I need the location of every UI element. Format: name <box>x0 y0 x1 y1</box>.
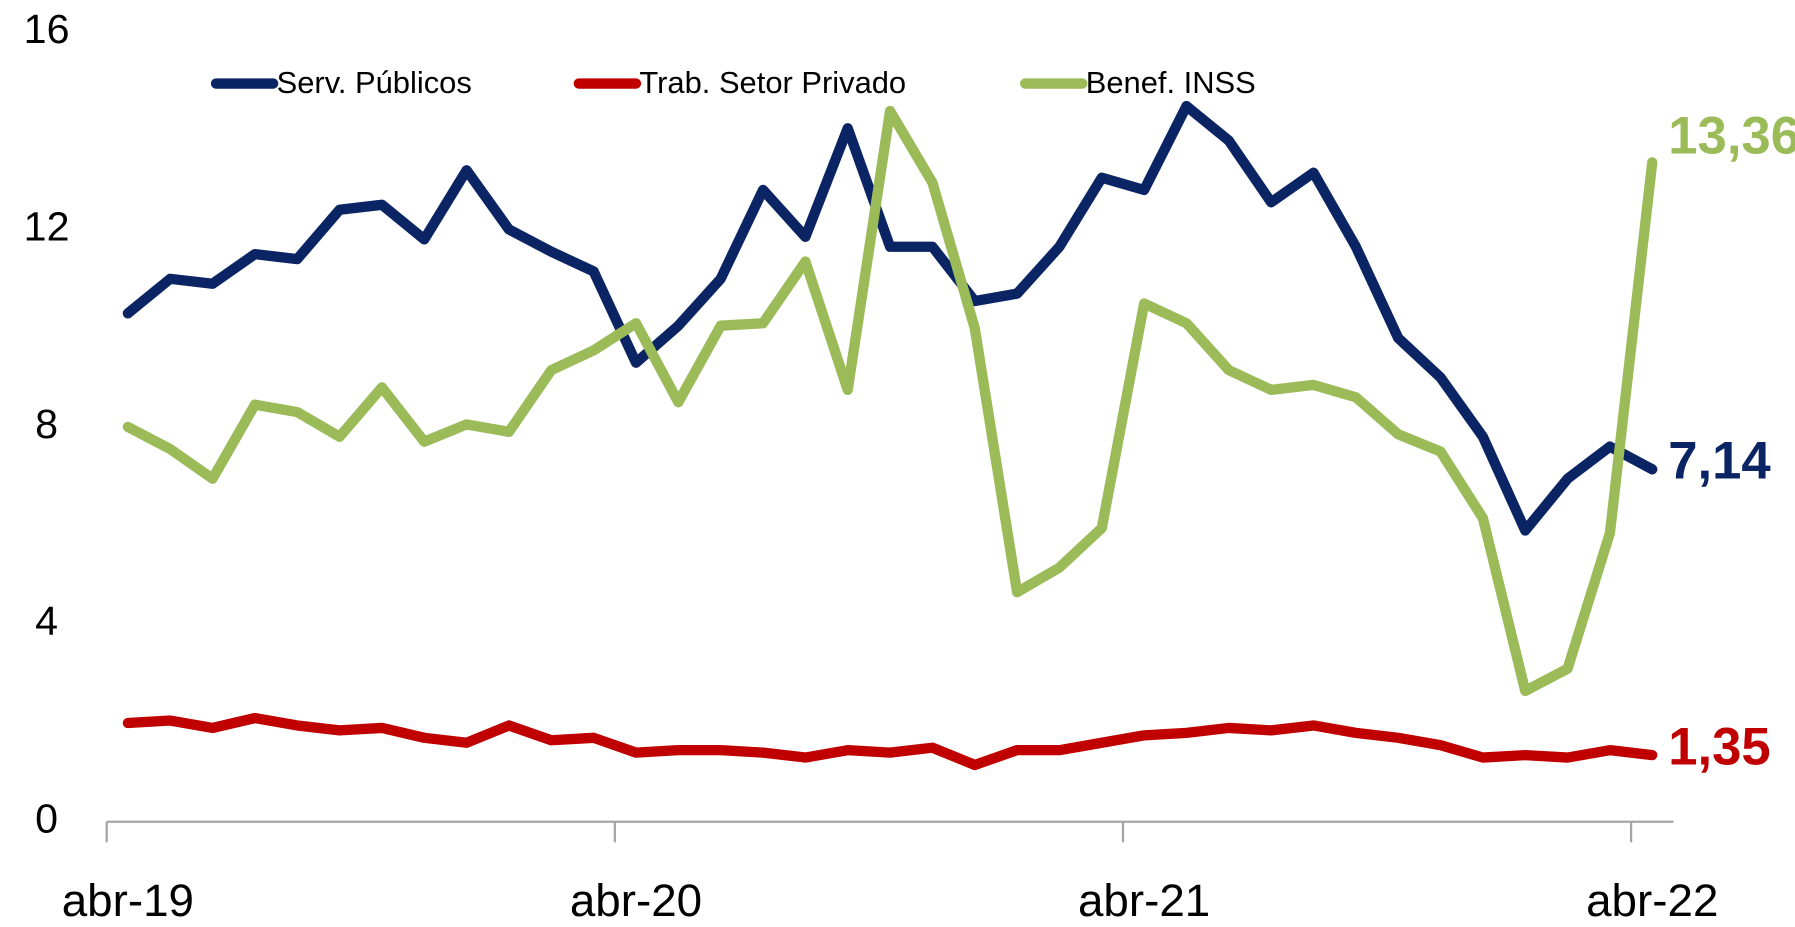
y-tick-label: 8 <box>35 401 58 447</box>
line-series <box>122 100 1658 536</box>
x-tick-label: abr-22 <box>1586 875 1718 926</box>
y-tick-label: 4 <box>35 598 58 644</box>
legend-label: Trab. Setor Privado <box>639 65 906 100</box>
legend-label: Serv. Públicos <box>277 65 472 100</box>
x-tick-label: abr-19 <box>62 875 194 926</box>
line-series <box>122 105 1658 697</box>
data-label: 13,36 <box>1668 106 1795 165</box>
line-series <box>122 712 1658 771</box>
y-tick-label: 0 <box>35 796 58 842</box>
data-label: 1,35 <box>1668 717 1770 776</box>
x-tick-label: abr-21 <box>1078 875 1210 926</box>
x-tick-label: abr-20 <box>570 875 702 926</box>
data-label: 7,14 <box>1668 432 1770 491</box>
y-tick-label: 12 <box>24 203 70 249</box>
y-tick-label: 16 <box>24 6 70 52</box>
legend-label: Benef. INSS <box>1086 65 1256 100</box>
